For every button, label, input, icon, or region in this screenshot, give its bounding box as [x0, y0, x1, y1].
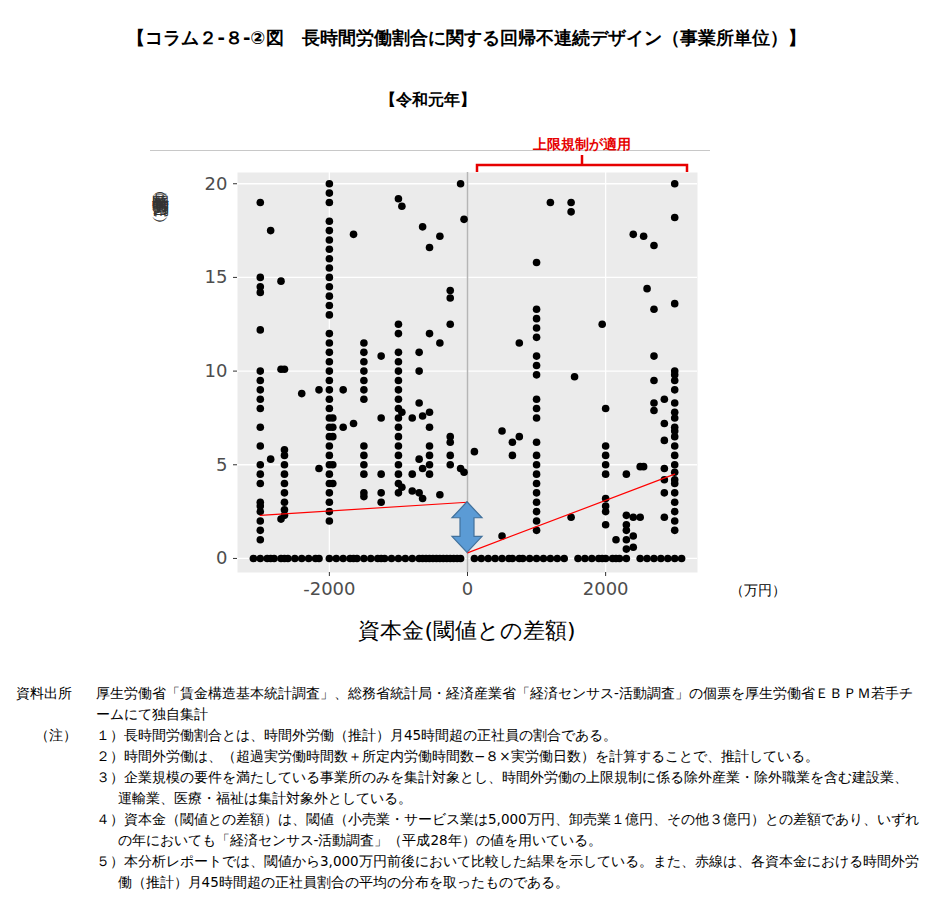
svg-text:-2000: -2000: [303, 578, 355, 599]
html-text:５）本分析レポートでは、閾値から3,000万円前後において比: ５）本分析レポートでは、閾値から3,000万円前後において比較した結果を示してい…: [96, 853, 919, 890]
svg-text:10: 10: [205, 360, 228, 381]
html-text:資料出所: 資料出所: [16, 685, 72, 701]
html-text:【コラム２-８-②図 長時間労働割合に関する回帰不連続デザイ: 【コラム２-８-②図 長時間労働割合に関する回帰不連続デザイン（事業所単位）】: [127, 27, 806, 48]
html-text:（万円）: （万円）: [730, 582, 786, 598]
html-text:長時間労働割合（％）: 長時間労働割合（％）: [151, 180, 171, 207]
svg-text:2000: 2000: [583, 578, 629, 599]
svg-text:0: 0: [216, 547, 227, 568]
html-text:資本金(閾値との差額): 資本金(閾値との差額): [358, 618, 576, 643]
svg-text:15: 15: [205, 266, 228, 287]
html-text:（注）: （注）: [35, 727, 77, 743]
html-text:２）時間外労働は、（超過実労働時間数＋所定内労働時間数−８×: ２）時間外労働は、（超過実労働時間数＋所定内労働時間数−８×実労働日数）を計算す…: [96, 748, 819, 764]
svg-text:5: 5: [216, 454, 227, 475]
html-text:【令和元年】: 【令和元年】: [380, 90, 476, 109]
svg-text:上限規制が適用: 上限規制が適用: [532, 136, 631, 152]
svg-text:20: 20: [205, 173, 228, 194]
html-text:４）資本金（閾値との差額）は、閾値（小売業・サービス業は5,: ４）資本金（閾値との差額）は、閾値（小売業・サービス業は5,000万円、卸売業１…: [96, 811, 919, 848]
html-text:１）長時間労働割合とは、時間外労働（推計）月45時間超の正社: １）長時間労働割合とは、時間外労働（推計）月45時間超の正社員の割合である。: [96, 727, 618, 743]
html-text:３）企業規模の要件を満たしている事業所のみを集計対象とし、時: ３）企業規模の要件を満たしている事業所のみを集計対象とし、時間外労働の上限規制に…: [96, 769, 908, 806]
html-text:厚生労働省「賃金構造基本統計調査」、総務省統計局・経済産業省: 厚生労働省「賃金構造基本統計調査」、総務省統計局・経済産業省「経済センサス‐活動…: [96, 685, 913, 722]
svg-text:0: 0: [462, 578, 473, 599]
